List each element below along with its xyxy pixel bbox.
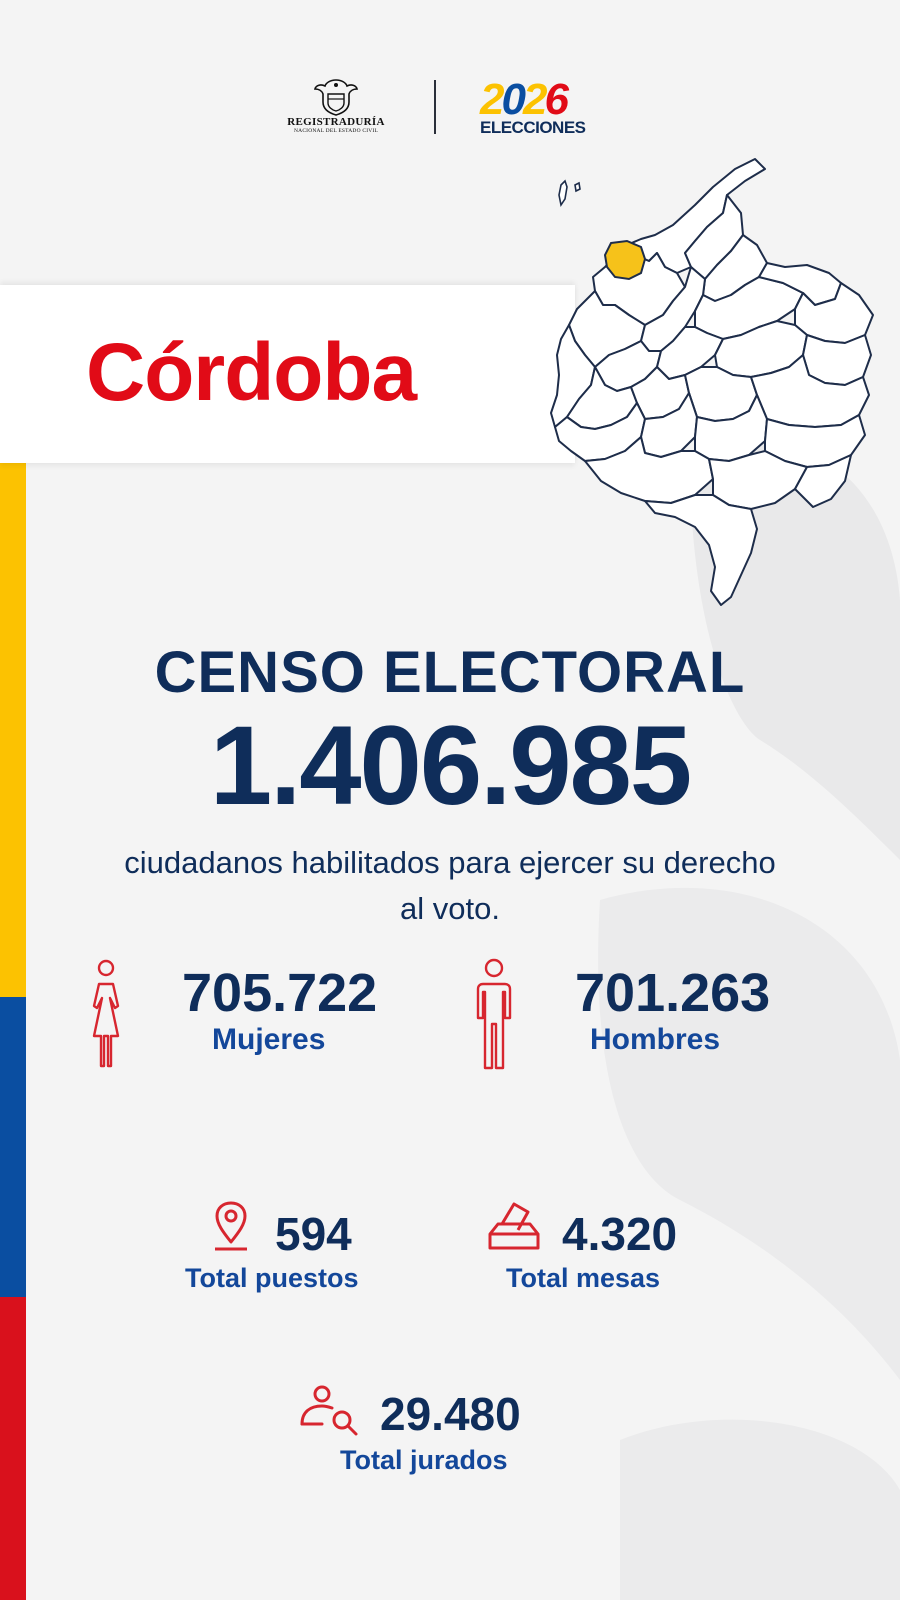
department-title: Córdoba (86, 327, 417, 418)
elecciones-label: ELECCIONES (480, 118, 586, 137)
census-description: ciudadanos habilitados para ejercer su d… (124, 845, 776, 926)
flag-stripe-red (0, 1297, 26, 1600)
woman-icon (92, 959, 120, 1068)
census-total-value: 1.406.985 (209, 703, 692, 828)
registraduria-name: REGISTRADURÍA (287, 116, 385, 128)
colombia-map-icon (550, 158, 874, 606)
registraduria-subtitle: NACIONAL DEL ESTADO CIVIL (293, 128, 379, 134)
coat-of-arms-icon (313, 79, 359, 116)
women-stat: 705.722 Mujeres (82, 958, 422, 1068)
registraduria-logo: REGISTRADURÍA NACIONAL DEL ESTADO CIVIL (285, 78, 387, 138)
flag-stripe-yellow (0, 462, 26, 997)
header-logos: REGISTRADURÍA NACIONAL DEL ESTADO CIVIL … (0, 78, 900, 138)
year-digit: 2 (480, 75, 505, 124)
jurados-label: Total jurados (340, 1445, 508, 1475)
men-value: 701.263 (575, 963, 771, 1023)
census-title: CENSO ELECTORAL (154, 640, 746, 705)
elecciones-2026-logo: 2026 ELECCIONES (480, 75, 620, 137)
ballot-box-icon (488, 1202, 540, 1250)
location-pin-icon (215, 1201, 247, 1251)
year-digit: 0 (501, 75, 526, 124)
year-digits: 2026 (480, 75, 620, 124)
men-label: Hombres (590, 1023, 721, 1056)
men-stat: 701.263 Hombres (475, 958, 815, 1070)
puestos-stat: 594 Total puestos (185, 1200, 425, 1300)
cordoba-highlight (603, 239, 647, 281)
person-search-icon (300, 1385, 358, 1436)
logo-divider (434, 80, 436, 134)
census-block: CENSO ELECTORAL 1.406.985 ciudadanos hab… (0, 640, 900, 932)
puestos-label: Total puestos (185, 1263, 359, 1293)
women-label: Mujeres (212, 1023, 326, 1056)
flag-stripe-blue (0, 997, 26, 1297)
year-digit: 6 (544, 75, 569, 124)
man-icon (476, 958, 512, 1070)
mesas-label: Total mesas (506, 1263, 661, 1293)
year-digit: 2 (522, 75, 548, 124)
jurados-stat: 29.480 Total jurados (298, 1384, 598, 1484)
mesas-stat: 4.320 Total mesas (486, 1200, 726, 1300)
women-value: 705.722 (182, 963, 378, 1023)
title-band: Córdoba (0, 285, 575, 463)
jurados-value: 29.480 (380, 1388, 521, 1440)
puestos-value: 594 (275, 1208, 352, 1260)
mesas-value: 4.320 (562, 1208, 678, 1260)
